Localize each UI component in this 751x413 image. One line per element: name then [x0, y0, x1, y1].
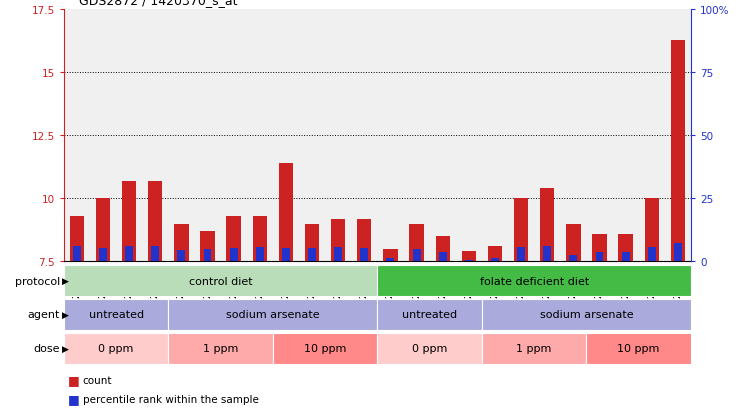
Bar — [201, 232, 215, 262]
Text: protocol: protocol — [15, 276, 60, 286]
Bar — [569, 256, 578, 262]
Bar — [331, 219, 345, 262]
Text: ■: ■ — [68, 373, 80, 387]
Bar — [360, 248, 368, 262]
Bar — [671, 40, 685, 262]
Bar — [174, 224, 189, 262]
Bar — [439, 253, 447, 262]
Bar — [587, 333, 691, 364]
Bar — [99, 248, 107, 262]
Bar — [482, 333, 587, 364]
Bar — [64, 299, 168, 330]
Bar — [305, 224, 319, 262]
Bar — [227, 216, 241, 262]
Bar — [122, 181, 137, 262]
Bar — [177, 251, 185, 262]
Bar — [436, 237, 450, 262]
Text: GDS2872 / 1420370_s_at: GDS2872 / 1420370_s_at — [79, 0, 237, 7]
Bar — [230, 248, 237, 262]
Text: ■: ■ — [68, 392, 80, 405]
Bar — [462, 252, 476, 262]
Bar — [152, 246, 159, 262]
Text: untreated: untreated — [402, 310, 457, 320]
Bar — [334, 247, 342, 262]
Text: control diet: control diet — [189, 276, 252, 286]
Text: agent: agent — [28, 310, 60, 320]
Bar — [618, 234, 633, 262]
Bar — [517, 247, 525, 262]
Bar — [357, 219, 372, 262]
Bar — [64, 266, 378, 296]
Text: count: count — [83, 375, 112, 385]
Bar — [378, 299, 482, 330]
Bar — [596, 252, 603, 262]
Bar — [273, 333, 378, 364]
Bar — [540, 189, 554, 262]
Bar — [252, 216, 267, 262]
Text: sodium arsenate: sodium arsenate — [539, 310, 633, 320]
Bar — [482, 299, 691, 330]
Bar — [64, 333, 168, 364]
Bar — [168, 333, 273, 364]
Bar — [282, 248, 290, 262]
Bar — [622, 252, 629, 262]
Text: 10 ppm: 10 ppm — [617, 344, 660, 354]
Bar — [409, 224, 424, 262]
Bar — [308, 248, 316, 262]
Bar — [648, 247, 656, 262]
Bar — [148, 181, 162, 262]
Text: ▶: ▶ — [62, 276, 69, 285]
Bar — [378, 266, 691, 296]
Bar — [674, 243, 682, 262]
Bar — [412, 250, 421, 262]
Text: 10 ppm: 10 ppm — [304, 344, 346, 354]
Text: 1 ppm: 1 ppm — [203, 344, 238, 354]
Bar — [204, 249, 212, 262]
Bar — [487, 247, 502, 262]
Bar — [593, 234, 607, 262]
Text: dose: dose — [34, 344, 60, 354]
Bar — [491, 259, 499, 262]
Bar — [378, 333, 482, 364]
Text: ▶: ▶ — [62, 310, 69, 319]
Bar — [279, 164, 293, 262]
Bar — [383, 249, 397, 262]
Bar — [644, 199, 659, 262]
Bar — [70, 216, 84, 262]
Bar — [566, 224, 581, 262]
Bar — [256, 247, 264, 262]
Bar — [543, 246, 551, 262]
Bar — [73, 247, 81, 262]
Bar — [514, 199, 528, 262]
Text: sodium arsenate: sodium arsenate — [226, 310, 320, 320]
Bar — [125, 247, 133, 262]
Bar — [465, 260, 473, 262]
Bar — [96, 199, 110, 262]
Text: untreated: untreated — [89, 310, 143, 320]
Bar — [168, 299, 378, 330]
Text: 0 ppm: 0 ppm — [412, 344, 448, 354]
Text: 0 ppm: 0 ppm — [98, 344, 134, 354]
Text: 1 ppm: 1 ppm — [517, 344, 552, 354]
Text: ▶: ▶ — [62, 344, 69, 353]
Text: folate deficient diet: folate deficient diet — [480, 276, 589, 286]
Text: percentile rank within the sample: percentile rank within the sample — [83, 394, 258, 404]
Bar — [387, 258, 394, 262]
